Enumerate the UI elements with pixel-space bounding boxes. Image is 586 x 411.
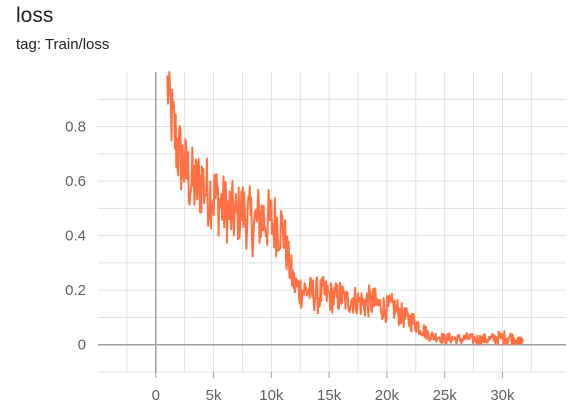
y-tick-labels: 0 0.2 0.4 0.6 0.8 xyxy=(65,119,86,354)
grid-horizontal-lines xyxy=(98,98,566,373)
y-tick-label-4: 0.8 xyxy=(65,119,86,136)
chart-subtitle: tag: Train/loss xyxy=(16,36,110,53)
series-train-loss xyxy=(166,71,524,346)
y-tick-label-1: 0.2 xyxy=(65,282,86,299)
grid-vertical-lines xyxy=(126,72,532,372)
x-tick-label-2: 10k xyxy=(259,387,284,404)
x-tick-label-1: 5k xyxy=(206,387,222,404)
series-line-train-loss xyxy=(166,71,521,346)
series-end-point xyxy=(515,336,524,345)
chart-title: loss xyxy=(16,4,54,27)
x-tick-label-6: 30k xyxy=(490,387,515,404)
y-tick-label-2: 0.4 xyxy=(65,228,86,245)
axes xyxy=(98,72,566,378)
y-tick-label-0: 0 xyxy=(78,337,86,354)
x-tick-label-4: 20k xyxy=(375,387,400,404)
x-tick-label-3: 15k xyxy=(317,387,342,404)
x-tick-label-5: 25k xyxy=(433,387,458,404)
y-tick-label-3: 0.6 xyxy=(65,173,86,190)
x-tick-labels: 0 5k 10k 15k 20k 25k 30k xyxy=(152,387,515,404)
x-tick-label-0: 0 xyxy=(152,387,160,404)
